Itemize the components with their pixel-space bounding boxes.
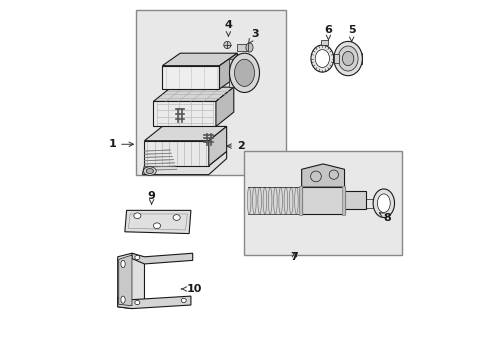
- Ellipse shape: [342, 51, 353, 66]
- Polygon shape: [118, 296, 190, 309]
- Polygon shape: [144, 141, 208, 166]
- Polygon shape: [153, 102, 216, 126]
- Polygon shape: [124, 210, 190, 234]
- Ellipse shape: [245, 43, 253, 52]
- Ellipse shape: [181, 298, 186, 302]
- Text: 7: 7: [290, 252, 298, 262]
- Ellipse shape: [229, 53, 259, 93]
- Ellipse shape: [134, 213, 141, 219]
- Text: 10: 10: [181, 284, 202, 294]
- Polygon shape: [301, 187, 344, 214]
- Text: 2: 2: [226, 141, 244, 151]
- Ellipse shape: [121, 296, 125, 303]
- Text: 8: 8: [379, 212, 390, 222]
- Ellipse shape: [173, 215, 180, 220]
- Polygon shape: [208, 126, 226, 166]
- Bar: [135, 10, 285, 175]
- Bar: [320, 40, 327, 45]
- Bar: [344, 192, 365, 209]
- Ellipse shape: [153, 223, 160, 229]
- Ellipse shape: [315, 50, 329, 67]
- Ellipse shape: [372, 189, 394, 217]
- Polygon shape: [118, 253, 144, 309]
- Bar: [333, 54, 339, 63]
- Text: 4: 4: [224, 19, 232, 36]
- Ellipse shape: [328, 170, 338, 179]
- Ellipse shape: [121, 260, 125, 267]
- Polygon shape: [153, 87, 233, 102]
- Bar: [247, 187, 303, 214]
- Ellipse shape: [135, 255, 140, 260]
- Bar: [298, 186, 302, 215]
- Ellipse shape: [146, 168, 153, 174]
- Polygon shape: [144, 126, 226, 141]
- Text: 1: 1: [108, 139, 133, 149]
- Polygon shape: [142, 152, 226, 175]
- Ellipse shape: [337, 46, 357, 71]
- Polygon shape: [162, 53, 237, 66]
- Polygon shape: [132, 253, 192, 264]
- Polygon shape: [162, 66, 219, 89]
- Text: 3: 3: [248, 28, 259, 44]
- Bar: [341, 186, 345, 215]
- Text: 5: 5: [347, 25, 355, 41]
- Polygon shape: [216, 87, 233, 126]
- Bar: [236, 44, 247, 51]
- Bar: [229, 59, 244, 87]
- Polygon shape: [301, 164, 344, 187]
- Bar: [244, 152, 401, 255]
- Ellipse shape: [135, 300, 140, 305]
- Ellipse shape: [333, 41, 362, 76]
- Polygon shape: [119, 255, 132, 306]
- Text: 9: 9: [147, 191, 155, 204]
- Ellipse shape: [310, 45, 333, 72]
- Ellipse shape: [310, 171, 321, 182]
- Polygon shape: [219, 53, 237, 89]
- Ellipse shape: [234, 59, 254, 86]
- Ellipse shape: [377, 194, 389, 212]
- Ellipse shape: [224, 41, 230, 49]
- Text: 6: 6: [324, 25, 332, 41]
- Ellipse shape: [143, 167, 156, 175]
